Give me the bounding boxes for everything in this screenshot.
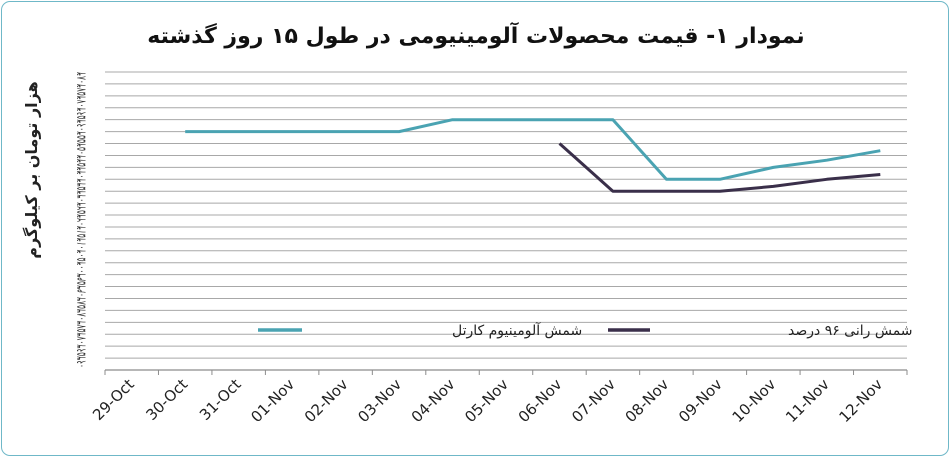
x-tick-label: 11-Nov <box>782 375 833 426</box>
x-tick-label: 02-Nov <box>301 375 352 426</box>
x-tick-label: 07-Nov <box>568 375 619 426</box>
legend-label: شمش رانی ۹۶ درصد <box>788 323 913 339</box>
x-tick-label: 08-Nov <box>622 375 673 426</box>
x-tick-label: 30-Oct <box>143 375 192 424</box>
y-tick-labels: ۴۸۰۴۷۵۴۷۰۴۶۵۴۶۰۴۵۵۴۵۰۴۴۵۴۴۰۴۳۵۴۳۰۴۲۵۴۲۰۴… <box>75 72 90 368</box>
x-tick-label: 01-Nov <box>247 375 298 426</box>
x-tick-label: 10-Nov <box>729 375 780 426</box>
x-tick-label: 12-Nov <box>836 375 887 426</box>
chart-title: نمودار ۱- قیمت محصولات آلومینیومی در طول… <box>147 24 805 49</box>
x-tick-label: 31-Oct <box>196 375 245 424</box>
x-tick-label: 09-Nov <box>675 375 726 426</box>
x-tick-label: 29-Oct <box>89 375 138 424</box>
legend-label: شمش آلومینیوم کارتل <box>452 322 582 339</box>
series-line-2 <box>558 142 881 193</box>
x-tick-label: 06-Nov <box>515 375 566 426</box>
x-tick-label: 04-Nov <box>408 375 459 426</box>
x-tick-label: 03-Nov <box>354 375 405 426</box>
x-tick-label: 05-Nov <box>461 375 512 426</box>
series-line-1 <box>185 118 881 181</box>
